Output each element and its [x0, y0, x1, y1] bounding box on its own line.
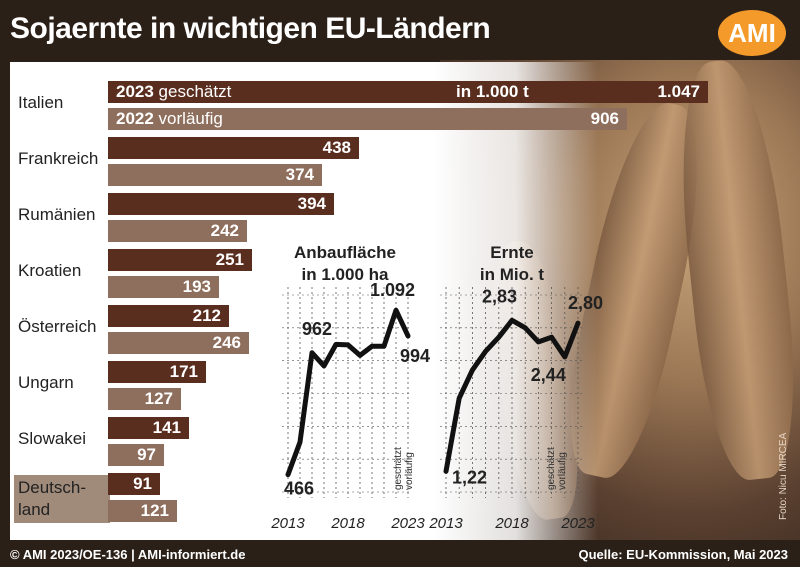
legend-2022: 2022 vorläufig	[116, 109, 223, 128]
country-label: Italien	[18, 93, 64, 112]
bar-value-label: 242	[210, 221, 239, 240]
bar-value-label: 906	[590, 109, 619, 128]
bar-value-label: 127	[144, 389, 173, 408]
area-chart-title: Anbaufläche in 1.000 ha	[293, 243, 397, 284]
country-label: Österreich	[18, 317, 97, 336]
photo-credit: Foto: Nicu MIRCEA	[778, 432, 789, 520]
copyright-text: © AMI 2023/OE-136 | AMI-informiert.de	[10, 547, 246, 562]
bar-2022: 193	[108, 276, 219, 298]
bar-2023: 394	[108, 193, 334, 215]
page-title: Sojaernte in wichtigen EU-Ländern	[10, 12, 491, 45]
source-text: Quelle: EU-Kommission, Mai 2023	[578, 547, 788, 562]
area-estimate-note: geschätzt vorläufig	[393, 447, 415, 490]
country-label: Ungarn	[18, 373, 74, 392]
bar-2023: 171	[108, 361, 206, 383]
bar-value-label: 1.047	[657, 82, 700, 101]
bar-2023: 438	[108, 137, 359, 159]
bar-value-label: 438	[322, 138, 351, 157]
bar-2023: 251	[108, 249, 252, 271]
bar-2023: 141	[108, 417, 189, 439]
ami-logo: AMI	[718, 10, 786, 56]
bar-2023: 91	[108, 473, 160, 495]
country-label: Frankreich	[18, 149, 99, 168]
footer: © AMI 2023/OE-136 | AMI-informiert.de Qu…	[0, 542, 800, 567]
bar-value-label: 212	[192, 306, 221, 325]
bar-2022: 242	[108, 220, 247, 242]
bar-2022: 246	[108, 332, 249, 354]
legend-2023: 2023 geschätzt	[116, 82, 232, 101]
country-label: Slowakei	[18, 429, 87, 448]
bar-value-label: 91	[133, 474, 152, 493]
country-label: Deutsch- land	[14, 475, 110, 523]
harvest-chart-title: Ernte in Mio. t	[479, 243, 545, 284]
bar-2023: 212	[108, 305, 229, 327]
bar-2022: 374	[108, 164, 322, 186]
unit-label: in 1.000 t	[456, 82, 529, 101]
bar-value-label: 141	[152, 418, 181, 437]
bar-value-label: 121	[140, 501, 169, 520]
country-label: Kroatien	[18, 261, 82, 280]
bar-value-label: 251	[215, 250, 244, 269]
bar-2022: 121	[108, 500, 177, 522]
bar-value-label: 374	[285, 165, 314, 184]
bar-2022: 906 2022 vorläufig	[108, 108, 627, 130]
bar-value-label: 97	[137, 445, 156, 464]
chart-panel	[10, 62, 598, 540]
bar-2023: 1.047 2023 geschätzt in 1.000 t	[108, 81, 708, 103]
bar-value-label: 193	[182, 277, 211, 296]
bar-value-label: 171	[169, 362, 198, 381]
country-label: Rumänien	[18, 205, 96, 224]
bar-2022: 97	[108, 444, 164, 466]
bar-value-label: 246	[212, 333, 241, 352]
bar-value-label: 394	[297, 194, 326, 213]
harvest-estimate-note: geschätzt vorläufig	[546, 447, 568, 490]
bar-2022: 127	[108, 388, 181, 410]
